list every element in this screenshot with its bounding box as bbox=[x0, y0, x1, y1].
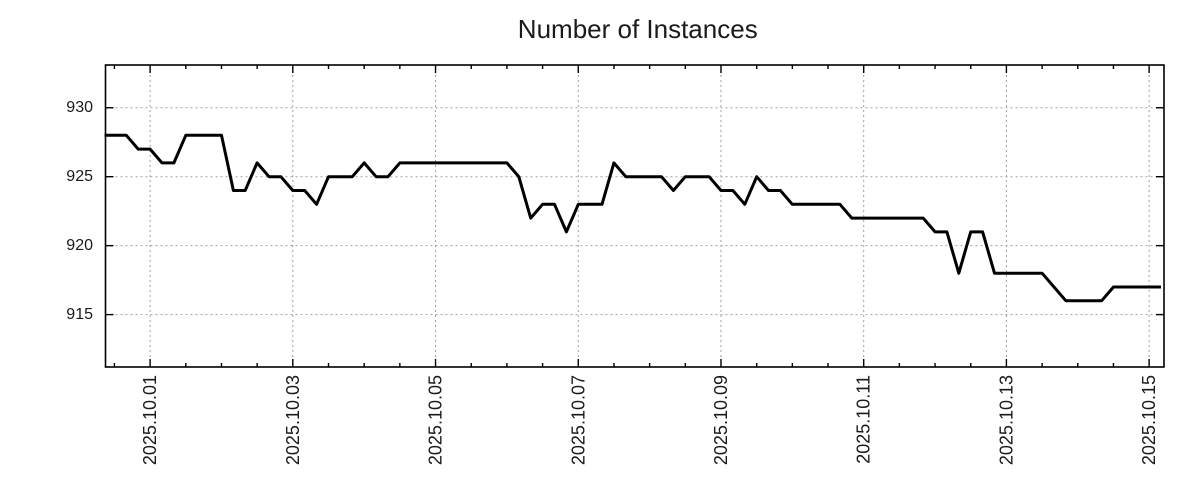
chart-title: Number of Instances bbox=[518, 14, 758, 44]
y-tick-label: 930 bbox=[66, 99, 93, 116]
y-tick-label: 915 bbox=[66, 306, 93, 323]
tick-layer bbox=[105, 65, 1164, 367]
x-tick-label: 2025.10.01 bbox=[140, 375, 160, 465]
x-tick-label: 2025.10.07 bbox=[568, 375, 588, 465]
x-tick-label: 2025.10.11 bbox=[854, 375, 874, 464]
label-layer: 915 920 925 930 2025.10.01 2025.10.03 2025.10.… bbox=[66, 99, 1159, 465]
x-tick-label: 2025.10.05 bbox=[426, 375, 446, 465]
x-tick-label: 2025.10.09 bbox=[711, 375, 731, 465]
y-tick-label: 925 bbox=[66, 168, 93, 185]
x-tick-label: 2025.10.15 bbox=[1139, 375, 1159, 465]
x-tick-label: 2025.10.13 bbox=[996, 375, 1016, 465]
grid-layer bbox=[105, 65, 1164, 367]
data-line bbox=[104, 133, 1161, 303]
y-tick-label: 920 bbox=[66, 237, 93, 254]
plot-border bbox=[104, 64, 1165, 368]
x-tick-label: 2025.10.03 bbox=[283, 375, 303, 465]
